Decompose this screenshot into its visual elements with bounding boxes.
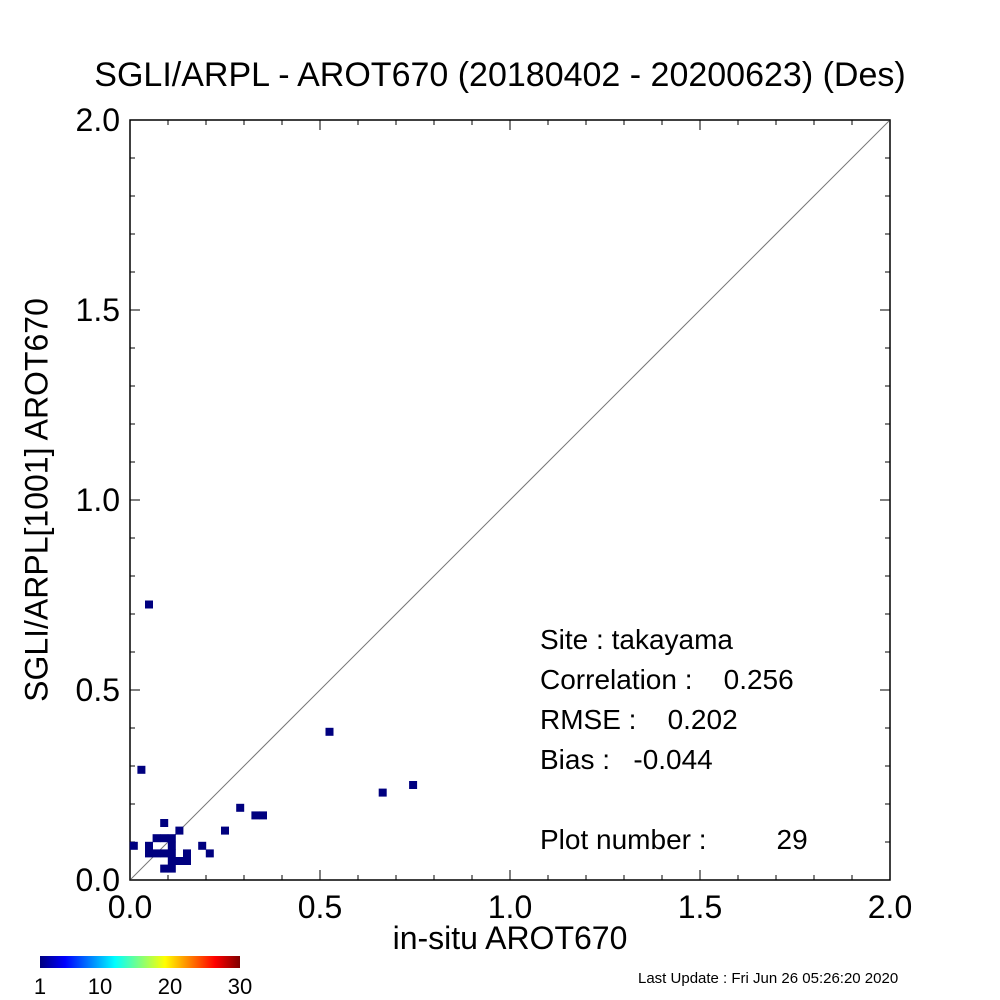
x-tick-label: 2.0 (868, 889, 912, 925)
plot-number-label: Plot number : 29 (540, 824, 808, 855)
data-point (145, 600, 153, 609)
data-point (160, 849, 169, 858)
y-axis-label: SGLI/ARPL[1001] AROT670 (18, 298, 55, 702)
colorbar (40, 956, 240, 968)
colorbar-tick: 20 (157, 974, 183, 999)
colorbar-tick: 10 (87, 974, 113, 999)
data-point (251, 811, 260, 820)
data-point (145, 841, 153, 850)
y-tick-label: 0.0 (76, 862, 120, 898)
y-tick-label: 0.5 (76, 672, 120, 708)
one-to-one-line (129, 119, 891, 881)
y-tick-label: 1.5 (76, 292, 120, 328)
data-point (236, 803, 245, 812)
x-tick-label: 0.5 (298, 889, 342, 925)
data-point (129, 841, 138, 850)
site-label: Site : takayama (540, 624, 733, 655)
data-point (183, 849, 191, 858)
data-point (175, 857, 184, 865)
rmse-label: RMSE : 0.202 (540, 704, 738, 735)
data-point (198, 841, 207, 850)
x-tick-label: 0.0 (108, 889, 152, 925)
colorbar-tick: 1 (33, 974, 47, 999)
x-tick-label: 1.0 (488, 889, 532, 925)
x-tick-label: 1.5 (678, 889, 722, 925)
colorbar-tick: 30 (227, 974, 253, 999)
correlation-label: Correlation : 0.256 (540, 664, 794, 695)
bias-label: Bias : -0.044 (540, 744, 713, 775)
data-point (205, 849, 214, 858)
data-point (259, 811, 267, 820)
data-point (378, 788, 387, 797)
data-point (160, 864, 169, 873)
y-tick-label: 1.0 (76, 482, 120, 518)
data-point (325, 727, 334, 736)
data-point (409, 781, 418, 789)
data-point (221, 826, 229, 835)
data-point (152, 849, 161, 858)
data-point (160, 819, 169, 827)
data-point (167, 864, 176, 873)
data-point (145, 849, 153, 858)
data-point (167, 857, 176, 865)
data-point (137, 765, 146, 774)
x-axis-label: in-situ AROT670 (392, 920, 628, 956)
y-tick-label: 2.0 (76, 102, 120, 138)
data-point (167, 834, 176, 843)
last-update-label: Last Update : Fri Jun 26 05:26:20 2020 (638, 970, 899, 987)
data-point (183, 857, 191, 865)
data-point (152, 834, 161, 843)
statistics-panel: Site : takayama Correlation : 0.256 RMSE… (540, 620, 808, 860)
data-point (167, 841, 176, 850)
data-point (160, 834, 169, 843)
chart-title: SGLI/ARPL - AROT670 (20180402 - 20200623… (94, 56, 906, 94)
data-point (175, 826, 184, 835)
data-point (167, 849, 176, 858)
